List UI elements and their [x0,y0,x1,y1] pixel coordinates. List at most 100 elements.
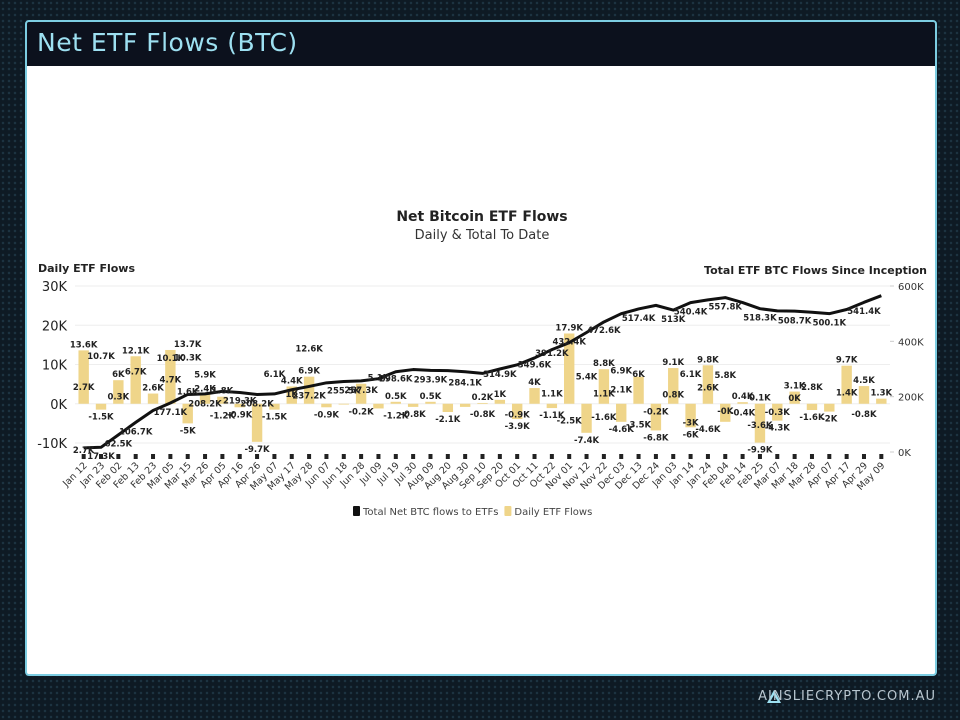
data-label: 0.4K [732,392,754,402]
x-tick [792,454,797,459]
x-tick [133,454,138,459]
data-label: 1.8K [212,387,234,397]
bar [286,386,297,404]
y2-tick-label: 600K [898,282,924,293]
data-label: -1.6K [591,413,617,423]
data-label: 257.3K [344,386,378,396]
data-label: 432.4K [552,337,586,347]
data-label: -0.8K [470,410,496,420]
data-label: 1.1K [593,389,615,399]
data-label: 1.3K [871,389,893,399]
bar [494,399,506,404]
x-tick [116,454,121,459]
data-label: 0.3K [108,393,130,403]
data-label: 2.8K [801,383,823,393]
x-tick [584,454,589,459]
x-tick [220,454,225,459]
data-label: 0K [788,394,801,404]
x-tick [619,454,624,459]
data-label: -0.9K [505,410,531,420]
footer-site: AINSLIECRYPTO.COM.AU [758,689,936,704]
data-label: 237.2K [292,391,326,401]
bar [702,365,714,404]
bar [581,403,592,433]
bar [633,376,644,404]
x-tick [757,454,762,459]
logo [767,690,781,703]
total-line [83,294,882,450]
bar [546,403,558,409]
legend-label: Total Net BTC flows to ETFs [362,507,498,518]
x-tick [168,454,173,459]
data-label: 106.7K [119,427,153,437]
data-label: -3.6K [747,421,773,431]
x-tick [81,454,86,459]
bar [321,403,332,408]
data-label: -3.9K [505,422,531,432]
legend-swatch [504,506,512,516]
data-label: 2.6K [697,384,719,394]
data-label: -2K [821,415,837,425]
bar [373,403,384,409]
data-label: -2.1K [435,415,461,425]
x-tick [567,454,572,459]
data-label: 2.6K [142,384,164,394]
bar [789,391,800,404]
x-tick [272,454,277,459]
x-tick [671,454,676,459]
x-tick [601,454,606,459]
bar [390,401,401,404]
data-label: -2.5K [557,417,583,427]
data-label: -0.9K [314,410,340,420]
data-label: -9.9K [747,446,773,456]
data-label: 6.7K [125,367,147,377]
data-label: 208.2K [188,399,222,409]
data-label: 517.4K [622,314,656,324]
bar [165,349,176,404]
x-tick [393,454,398,459]
data-label: 1.1K [541,389,563,399]
x-tick [636,454,641,459]
data-label: 8.8K [593,359,615,369]
data-label: 219.3K [223,396,257,406]
data-label: 6K [112,370,125,380]
x-tick [307,454,312,459]
x-tick [688,454,693,459]
data-label: 541.4K [847,307,881,317]
data-label: -1.2K [383,411,409,421]
data-label: -4.6K [609,425,635,435]
bar [824,403,835,412]
x-tick [255,454,260,459]
x-tick [497,454,502,459]
x-tick [705,454,710,459]
bar [720,403,731,422]
bar [355,383,367,404]
bar [442,403,454,412]
y2-tick-label: 0K [898,448,911,459]
data-label: 13.7K [174,340,202,350]
bar [772,403,783,421]
x-tick [411,454,416,459]
data-label: 5.8K [714,371,736,381]
data-label: 177.1K [154,408,188,418]
data-label: -4.6K [695,425,721,435]
data-label: 4.4K [281,376,303,386]
data-label: 2.4K [194,384,216,394]
y2-tick-label: 400K [898,337,924,348]
y-tick-label: 20K [42,319,68,334]
data-label: 10.7K [87,352,115,362]
x-tick [376,454,381,459]
x-tick [827,454,832,459]
x-tick [515,454,520,459]
bar [858,386,870,404]
bar [251,403,263,442]
data-label: 500.1K [813,319,847,329]
data-label: 6.1K [264,370,286,380]
data-label: 0.1K [749,393,771,403]
data-label: 472.6K [587,326,621,336]
data-label: 349.6K [518,360,552,370]
data-label: 208.2K [240,399,274,409]
bar [616,403,627,422]
x-tick [879,454,884,459]
